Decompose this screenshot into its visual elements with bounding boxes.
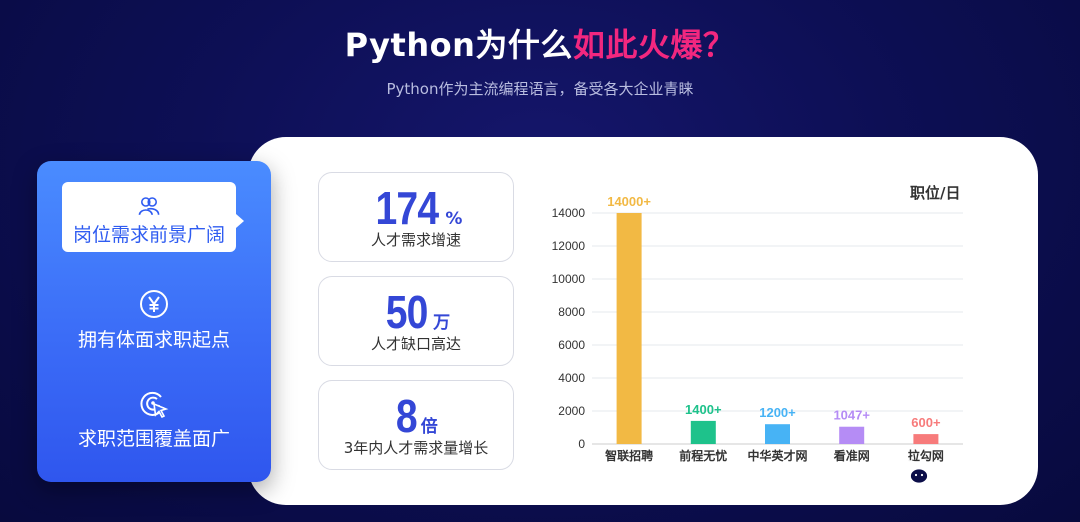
yen-icon [140,290,168,318]
stat-unit: % [445,209,463,229]
data-label: 1047+ [833,408,870,423]
stat-value: 50 [385,286,429,338]
stat-unit: 倍 [420,417,438,437]
sidebar-item-label: 拥有体面求职起点 [77,329,230,351]
bar-chart: 0 2000 4000 6000 8000 10000 12000 14000 14000+ 智联… [540,170,980,470]
x-tick-label: 拉勾网 [908,448,944,463]
data-label: 600+ [911,415,941,430]
bar [616,213,642,444]
stat-value: 8 [396,390,418,442]
stat-value: 174 [375,182,439,234]
stat-label: 人才需求增速 [370,231,461,249]
stat-card-growth: 174% 人才需求增速 [318,172,514,262]
brand: 恒景教育 [896,457,1026,489]
stat-card-shortage: 50 万 人才缺口高达 [318,276,514,366]
data-label: 14000+ [607,194,651,209]
stat-unit: 万 [433,313,451,333]
title-highlight: 如此火爆？ [572,26,736,64]
brand-name: 恒景教育 [938,463,1027,488]
bar [765,424,790,444]
x-tick-label: 智联招聘 [604,448,653,463]
y-tick-label: 10000 [552,272,586,286]
stat-label: 3年内人才需求量增长 [343,439,489,457]
sidebar-item-starting-point[interactable]: 拥有体面求职起点 [37,289,271,352]
sidebar-item-job-coverage[interactable]: 求职范围覆盖面广 [37,388,271,451]
people-icon [138,197,160,216]
stat-label: 人才缺口高达 [370,335,461,353]
y-tick-label: 12000 [552,239,586,253]
page-subtitle: Python作为主流编程语言，备受各大企业青睐 [386,80,694,98]
page-title: Python为什么如此火爆？ [0,20,1080,66]
sidebar-item-job-prospects[interactable]: 岗位需求前景广阔 [62,182,244,252]
x-tick-label: 看准网 [834,448,870,463]
x-tick-label: 前程无忧 [679,448,727,463]
bar-chart-svg: 0 2000 4000 6000 8000 10000 12000 14000 14000+ 智联… [552,194,963,463]
y-tick-label: 2000 [558,404,585,418]
wechat-icon [897,460,929,485]
sidebar: 岗位需求前景广阔 拥有体面求职起点 求职范围覆盖面广 [37,161,271,482]
data-label: 1200+ [759,405,796,420]
y-tick-label: 14000 [552,206,586,220]
data-label: 1400+ [685,402,722,417]
target-cursor-icon [140,391,169,418]
bar [690,420,716,444]
title-main: Python为什么 [344,26,573,64]
sidebar-item-label: 求职范围覆盖面广 [77,428,230,450]
bar [839,426,865,444]
sidebar-item-label: 岗位需求前景广阔 [72,224,225,246]
chart-unit-label: 职位/日 [910,184,961,202]
bar [913,434,939,444]
y-tick-label: 8000 [558,305,585,319]
y-tick-label: 6000 [558,338,585,352]
x-tick-label: 中华英才网 [747,448,807,463]
y-tick-label: 0 [578,437,585,451]
y-tick-label: 4000 [558,371,585,385]
